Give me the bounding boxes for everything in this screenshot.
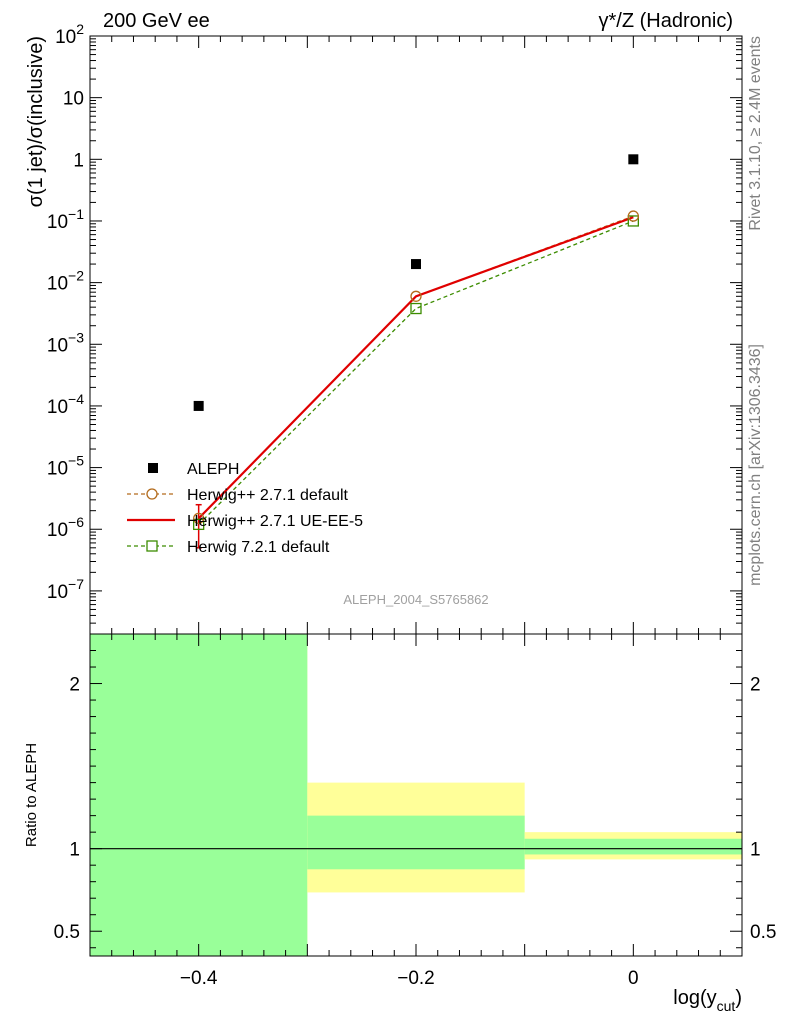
mcplots-label: mcplots.cern.ch [arXiv:1306.3436] [747, 344, 764, 586]
main-ytick-label: 10−7 [47, 576, 84, 603]
ratio-axes: 0.5 0.5 1 1 2 2 −0.4 −0.2 0 [54, 633, 776, 989]
point-herwig7 [627, 215, 639, 227]
point-aleph [193, 400, 204, 411]
series-line-herwig-ueee5 [197, 216, 634, 520]
legend-label: Herwig 7.2.1 default [187, 539, 330, 556]
ratio-ytick-label-right: 2 [750, 675, 761, 696]
title-left: 200 GeV ee [103, 10, 210, 32]
x-axis-label: log(ycut) [673, 987, 742, 1014]
rivet-label: Rivet 3.1.10, ≥ 2.4M events [747, 36, 764, 231]
legend-marker-aleph [148, 463, 158, 473]
ratio-ytick-label: 2 [69, 675, 80, 696]
ratio-band-green-1 [307, 815, 525, 870]
legend-marker-herwig-default [146, 488, 158, 500]
legend-label: Herwig++ 2.7.1 default [187, 487, 349, 504]
legend: ALEPH Herwig++ 2.7.1 default Herwig++ 2.7.… [127, 461, 363, 556]
main-ytick-label: 10 [63, 89, 84, 110]
ratio-band-green-0 [90, 634, 308, 956]
series-line-herwig7 [198, 220, 634, 525]
point-aleph [411, 259, 421, 270]
point-herwig-default [410, 290, 422, 302]
x-axis-label-main: log(y [673, 987, 716, 1009]
analysis-watermark: ALEPH_2004_S5765862 [343, 592, 488, 607]
ratio-band-green-2 [524, 838, 742, 855]
point-herwig7 [410, 302, 422, 315]
point-herwig7 [193, 518, 205, 531]
ratio-ytick-label: 1 [69, 840, 80, 861]
xtick-label: 0 [628, 968, 639, 989]
xtick-label: −0.4 [180, 968, 218, 989]
ratio-ytick-label-right: 0.5 [750, 922, 776, 943]
ratio-bands [90, 634, 742, 956]
title-right: γ*/Z (Hadronic) [599, 10, 733, 32]
legend-label: ALEPH [187, 461, 239, 478]
series-layer [193, 154, 639, 549]
point-aleph [628, 154, 639, 165]
point-herwig-default [627, 210, 639, 222]
ratio-ytick-label-right: 1 [750, 840, 761, 861]
x-axis-label-sub: cut [717, 998, 736, 1014]
main-ytick-label: 10−2 [47, 268, 84, 295]
x-axis-label-close: ) [735, 987, 742, 1009]
ratio-ylabel: Ratio to ALEPH [23, 743, 40, 847]
main-ytick-label: 10−6 [47, 514, 84, 541]
main-ytick-label: 10−4 [47, 391, 84, 418]
main-ytick-label: 10−3 [47, 329, 84, 356]
legend-marker-herwig7 [146, 540, 158, 552]
main-ylabel: σ(1 jet)/σ(inclusive) [25, 36, 47, 207]
main-ytick-label: 1 [73, 150, 84, 171]
main-ytick-label: 10−1 [47, 206, 84, 233]
ratio-ytick-label: 0.5 [54, 922, 80, 943]
xtick-label: −0.2 [397, 968, 435, 989]
main-ytick-label: 102 [55, 21, 84, 48]
point-herwig-default [193, 512, 205, 525]
main-ytick-label: 10−5 [47, 453, 84, 480]
legend-label: Herwig++ 2.7.1 UE-EE-5 [187, 513, 363, 530]
